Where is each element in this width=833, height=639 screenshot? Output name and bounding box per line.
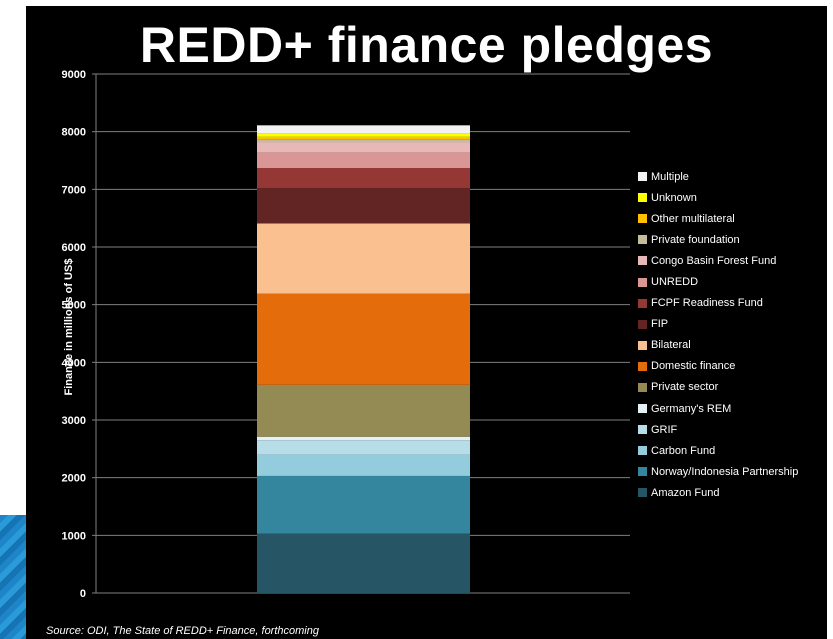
legend-swatch (638, 488, 647, 498)
y-tick-label: 6000 (62, 242, 86, 254)
decorative-stripes (0, 515, 26, 639)
bar-segment-fip (257, 188, 470, 224)
bar-segment-bilateral (257, 223, 470, 294)
legend-swatch (638, 382, 647, 392)
bar-segment-multiple (257, 125, 470, 134)
legend-item: UNREDD (638, 271, 798, 292)
y-tick-label: 5000 (62, 300, 86, 312)
legend-swatch (638, 214, 647, 224)
bar-segment-private-foundation (257, 139, 470, 143)
legend-swatch (638, 319, 647, 329)
legend-swatch (638, 361, 647, 371)
y-tick-label: 9000 (62, 69, 86, 81)
legend-item: Multiple (638, 166, 798, 187)
legend-item: Carbon Fund (638, 440, 798, 461)
legend-label: Norway/Indonesia Partnership (651, 465, 799, 478)
legend-label: Private sector (651, 381, 719, 394)
y-tick-label: 2000 (62, 473, 86, 485)
legend-label: Germany's REM (651, 402, 732, 415)
bar-segment-other-multilateral (257, 136, 470, 140)
chart-area: 0 1000 2000 3000 4000 5000 6000 7000 8000 9000 (62, 69, 630, 600)
legend-swatch (638, 172, 647, 182)
legend-swatch (638, 340, 647, 350)
legend-label: Carbon Fund (651, 444, 716, 457)
chart-title: REDD+ finance pledges (139, 17, 714, 73)
legend-swatch (638, 404, 647, 414)
legend-item: Unknown (638, 187, 798, 208)
legend-swatch (638, 298, 647, 308)
legend-label: Multiple (651, 170, 689, 183)
y-tick-label: 1000 (62, 530, 86, 542)
source-note: Source: ODI, The State of REDD+ Finance,… (46, 625, 319, 637)
legend-item: Norway/Indonesia Partnership (638, 461, 798, 482)
legend-swatch (638, 467, 647, 477)
bar-segment-unredd (257, 152, 470, 168)
bar-segment-carbon-fund (257, 454, 470, 476)
legend-item: Domestic finance (638, 356, 798, 377)
bar-segment-private-sector (257, 384, 470, 437)
legend-swatch (638, 277, 647, 287)
legend-label: Unknown (651, 191, 697, 204)
legend-swatch (638, 193, 647, 203)
legend-label: UNREDD (651, 276, 699, 289)
legend-label: FIP (651, 318, 669, 331)
bar-segment-norway-indonesia-partnership (257, 475, 470, 534)
legend-item: Bilateral (638, 335, 798, 356)
legend-label: Private foundation (651, 233, 740, 246)
legend-label: Congo Basin Forest Fund (651, 254, 777, 267)
legend-item: Amazon Fund (638, 482, 798, 503)
legend-swatch (638, 235, 647, 245)
slide: REDD+ finance pledges Finance in million… (26, 6, 827, 639)
legend: Multiple Unknown Other multilateral Private… (638, 166, 798, 504)
bar-segment-domestic-finance (257, 293, 470, 385)
bar-segment-congo-basin-forest-fund (257, 142, 470, 153)
legend-label: Bilateral (651, 339, 691, 352)
legend-item: FIP (638, 314, 798, 335)
legend-swatch (638, 256, 647, 266)
legend-swatch (638, 425, 647, 435)
legend-item: Private foundation (638, 229, 798, 250)
bar-segment-germany-s-rem (257, 436, 470, 441)
legend-label: Amazon Fund (651, 486, 720, 499)
legend-item: Congo Basin Forest Fund (638, 250, 798, 271)
y-tick-label: 8000 (62, 127, 86, 139)
bar-segment-unknown (257, 133, 470, 137)
legend-label: Domestic finance (651, 360, 736, 373)
legend-item: Private sector (638, 377, 798, 398)
bar-segment-grif (257, 440, 470, 455)
legend-item: FCPF Readiness Fund (638, 293, 798, 314)
legend-item: Germany's REM (638, 398, 798, 419)
legend-label: GRIF (651, 423, 678, 436)
y-tick-label: 0 (80, 588, 86, 600)
legend-label: Other multilateral (651, 212, 735, 225)
y-tick-label: 7000 (62, 184, 86, 196)
legend-item: GRIF (638, 419, 798, 440)
bar-segment-amazon-fund (257, 533, 470, 593)
legend-item: Other multilateral (638, 208, 798, 229)
top-strip (0, 0, 833, 6)
legend-label: FCPF Readiness Fund (651, 297, 763, 310)
y-tick-label: 4000 (62, 357, 86, 369)
y-tick-label: 3000 (62, 415, 86, 427)
legend-swatch (638, 446, 647, 456)
bar-segment-fcpf-readiness-fund (257, 167, 470, 189)
